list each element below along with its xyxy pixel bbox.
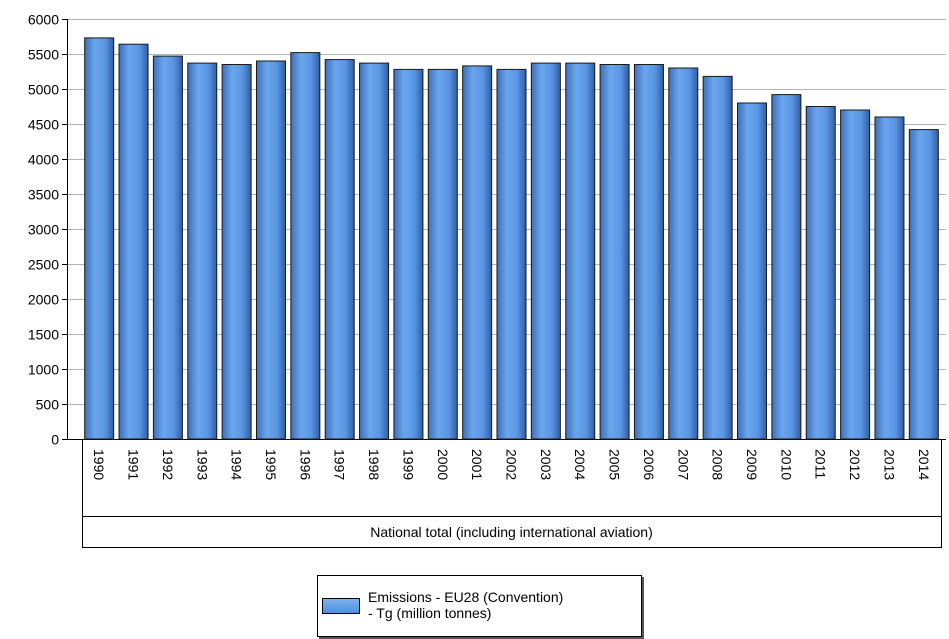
y-tick-label: 4500 xyxy=(28,117,59,133)
x-tick-label: 2004 xyxy=(572,449,588,480)
bar-2002 xyxy=(496,68,527,440)
bar-1990 xyxy=(84,37,115,440)
x-tick-label: 2013 xyxy=(881,449,897,480)
x-tick-label: 2008 xyxy=(710,449,726,480)
bar-1993 xyxy=(187,62,218,440)
bar-1998 xyxy=(359,62,390,440)
bar-2008 xyxy=(702,75,733,440)
category-group: National total (including international … xyxy=(370,524,653,540)
y-tick-label: 1000 xyxy=(28,362,59,378)
legend: Emissions - EU28 (Convention) - Tg (mill… xyxy=(317,575,642,637)
legend-swatch xyxy=(322,598,360,614)
bar-1991 xyxy=(118,43,149,440)
bar-1999 xyxy=(393,68,424,440)
x-tick-label: 2010 xyxy=(778,449,794,480)
x-tick-label: 2002 xyxy=(504,449,520,480)
bar-1992 xyxy=(152,55,183,440)
legend-label-line1: Emissions - EU28 (Convention) xyxy=(368,589,564,605)
bar-1997 xyxy=(324,59,355,440)
y-tick-label: 1500 xyxy=(28,327,59,343)
y-tick-label: 3000 xyxy=(28,222,59,238)
x-tick-label: 2003 xyxy=(538,449,554,480)
bar-2007 xyxy=(668,67,699,440)
y-tick-label: 6000 xyxy=(28,12,59,28)
bar-1995 xyxy=(255,60,286,440)
bar-2006 xyxy=(633,64,664,440)
x-tick-label: 1991 xyxy=(126,449,142,480)
bar-2014 xyxy=(908,129,939,440)
x-tick-label: 2000 xyxy=(435,449,451,480)
y-tick-label: 5500 xyxy=(28,47,59,63)
legend-label-line2: - Tg (million tonnes) xyxy=(368,605,492,621)
x-tick-label: 1997 xyxy=(332,449,348,480)
y-tick-label: 2000 xyxy=(28,292,59,308)
y-tick-label: 5000 xyxy=(28,82,59,98)
y-tick-label: 3500 xyxy=(28,187,59,203)
x-tick-label: 2014 xyxy=(916,449,932,480)
x-tick-label: 1999 xyxy=(400,449,416,480)
x-tick-label: 2007 xyxy=(675,449,691,480)
x-tick-label: 2001 xyxy=(469,449,485,480)
category-labels: 1990 1991 1992 1993 1994 1995 1996 1997 1998 1999… xyxy=(91,449,932,480)
bar-2011 xyxy=(805,106,836,440)
category-group-label: National total (including international … xyxy=(370,524,653,540)
x-tick-label: 1996 xyxy=(297,449,313,480)
bar-2000 xyxy=(427,68,458,440)
x-tick-label: 2006 xyxy=(641,449,657,480)
bar-2010 xyxy=(771,94,802,440)
y-tick-label: 0 xyxy=(51,432,59,448)
bar-2003 xyxy=(530,62,561,440)
x-tick-label: 1992 xyxy=(160,449,176,480)
bar-2013 xyxy=(874,116,905,440)
bar-2004 xyxy=(565,62,596,440)
y-tick-label: 4000 xyxy=(28,152,59,168)
bar-2012 xyxy=(840,109,871,440)
bar-1994 xyxy=(221,64,252,440)
bar-1996 xyxy=(290,52,321,440)
y-tick-label: 2500 xyxy=(28,257,59,273)
x-tick-label: 1994 xyxy=(229,449,245,480)
bar-2001 xyxy=(462,65,493,440)
x-tick-label: 2005 xyxy=(607,449,623,480)
legend-label: Emissions - EU28 (Convention) - Tg (mill… xyxy=(368,589,638,621)
x-tick-label: 1995 xyxy=(263,449,279,480)
bars xyxy=(84,37,939,440)
x-tick-label: 2012 xyxy=(847,449,863,480)
bar-2009 xyxy=(737,102,768,440)
x-tick-label: 1990 xyxy=(91,449,107,480)
y-tick-labels: 0 500 1000 1500 2000 2500 3000 3500 4000 4500 5000… xyxy=(28,12,59,448)
x-tick-label: 2009 xyxy=(744,449,760,480)
x-tick-label: 1993 xyxy=(194,449,210,480)
bar-2005 xyxy=(599,64,630,440)
x-tick-label: 2011 xyxy=(813,449,829,479)
y-tick-label: 500 xyxy=(36,397,60,413)
x-tick-label: 1998 xyxy=(366,449,382,480)
